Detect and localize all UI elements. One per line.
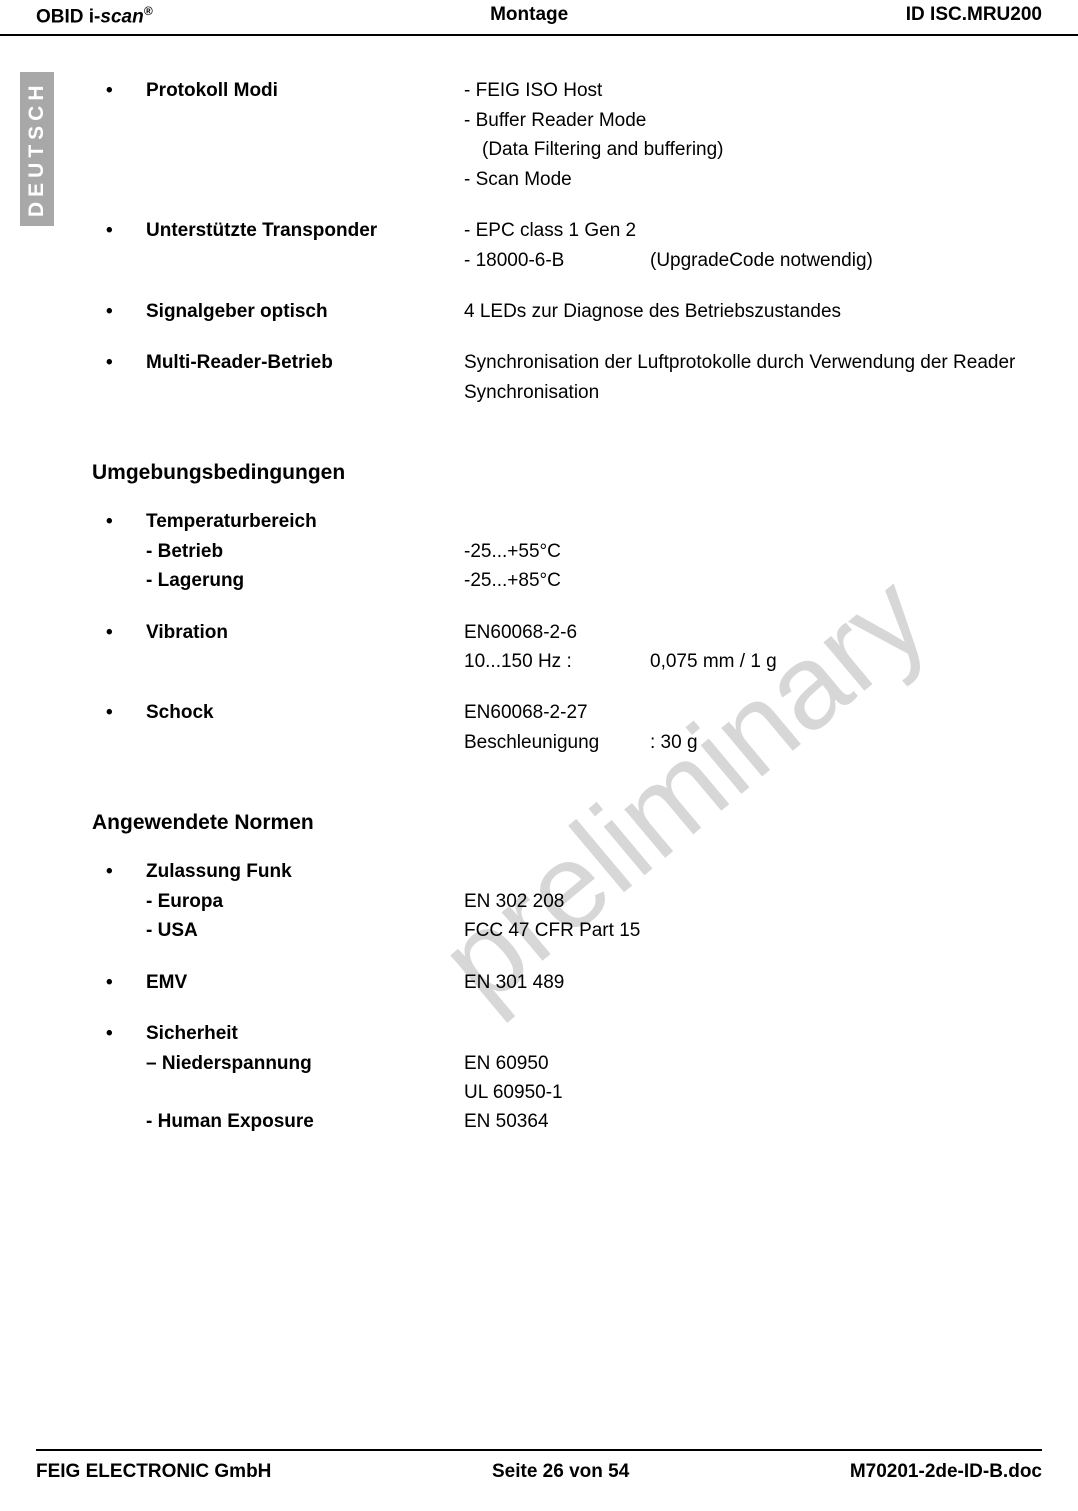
spec-line: EN60068-2-6 xyxy=(464,618,1042,647)
spec-label: Temperaturbereich - Betrieb - Lagerung xyxy=(146,507,464,595)
spec-line: -25...+55°C xyxy=(464,537,1042,566)
spec-value: -25...+55°C -25...+85°C xyxy=(464,507,1042,595)
spec-main-label: Sicherheit xyxy=(146,1019,464,1048)
spec-signalgeber: Signalgeber optisch 4 LEDs zur Diagnose … xyxy=(92,297,1042,326)
spec-line: - EPC class 1 Gen 2 xyxy=(464,216,650,245)
spec-label: Multi-Reader-Betrieb xyxy=(146,348,464,407)
spec-value: EN60068-2-6 10...150 Hz :0,075 mm / 1 g xyxy=(464,618,1042,677)
page-header: OBID i-scan® Montage ID ISC.MRU200 xyxy=(0,0,1078,36)
spec-line: - Scan Mode xyxy=(464,165,1042,194)
reg-mark: ® xyxy=(144,4,153,18)
spec-list-2: Temperaturbereich - Betrieb - Lagerung -… xyxy=(92,507,1042,757)
spec-value: 4 LEDs zur Diagnose des Betriebszustande… xyxy=(464,297,1042,326)
header-center: Montage xyxy=(490,4,568,28)
product-scan: scan xyxy=(100,6,143,27)
spec-value: EN 301 489 xyxy=(464,968,1042,997)
spec-line: EN 50364 xyxy=(464,1107,1042,1136)
footer-company: FEIG ELECTRONIC GmbH xyxy=(36,1461,271,1483)
spec-zulassung: Zulassung Funk - Europa - USA EN 302 208… xyxy=(92,857,1042,945)
spec-protokoll: Protokoll Modi - FEIG ISO Host - Buffer … xyxy=(92,76,1042,194)
spec-note: (UpgradeCode notwendig) xyxy=(650,246,873,275)
header-right: ID ISC.MRU200 xyxy=(906,4,1042,28)
spec-list-1: Protokoll Modi - FEIG ISO Host - Buffer … xyxy=(92,76,1042,407)
spec-label: Sicherheit – Niederspannung - Human Expo… xyxy=(146,1019,464,1137)
content-area: Protokoll Modi - FEIG ISO Host - Buffer … xyxy=(0,36,1078,1137)
spec-value: - EPC class 1 Gen 2 - 18000-6-B(UpgradeC… xyxy=(464,216,1042,275)
spec-label: Vibration xyxy=(146,618,464,677)
spec-emv: EMV EN 301 489 xyxy=(92,968,1042,997)
spec-line: - FEIG ISO Host xyxy=(464,76,1042,105)
spec-line: 0,075 mm / 1 g xyxy=(650,647,777,676)
spec-vibration: Vibration EN60068-2-6 10...150 Hz :0,075… xyxy=(92,618,1042,677)
spec-label: Schock xyxy=(146,698,464,757)
spec-sub-label: - Betrieb xyxy=(146,537,464,566)
spec-label: EMV xyxy=(146,968,464,997)
spec-line: - 18000-6-B xyxy=(464,246,650,275)
spec-line: FCC 47 CFR Part 15 xyxy=(464,916,1042,945)
spec-line-indent: (Data Filtering and buffering) xyxy=(464,135,1042,164)
spec-sub-label: - Lagerung xyxy=(146,566,464,595)
spec-temperatur: Temperaturbereich - Betrieb - Lagerung -… xyxy=(92,507,1042,595)
footer-doc: M70201-2de-ID-B.doc xyxy=(850,1461,1042,1483)
spec-label: Zulassung Funk - Europa - USA xyxy=(146,857,464,945)
section-title-normen: Angewendete Normen xyxy=(92,811,1042,835)
spec-schock: Schock EN60068-2-27 Beschleunigung: 30 g xyxy=(92,698,1042,757)
spec-value: Synchronisation der Luftprotokolle durch… xyxy=(464,348,1042,407)
spec-line: -25...+85°C xyxy=(464,566,1042,595)
spec-line: EN 60950 xyxy=(464,1049,1042,1078)
spec-sub-label: - Human Exposure xyxy=(146,1107,464,1136)
spec-label: Signalgeber optisch xyxy=(146,297,464,326)
spec-label: Protokoll Modi xyxy=(146,76,464,194)
spec-line: EN 302 208 xyxy=(464,887,1042,916)
footer-page: Seite 26 von 54 xyxy=(492,1461,629,1483)
spec-multireader: Multi-Reader-Betrieb Synchronisation der… xyxy=(92,348,1042,407)
spec-line: UL 60950-1 xyxy=(464,1078,1042,1107)
spec-value: EN 302 208 FCC 47 CFR Part 15 xyxy=(464,857,1042,945)
spec-list-3: Zulassung Funk - Europa - USA EN 302 208… xyxy=(92,857,1042,1137)
spec-value: EN60068-2-27 Beschleunigung: 30 g xyxy=(464,698,1042,757)
spec-main-label: Zulassung Funk xyxy=(146,857,464,886)
spec-value: EN 60950 UL 60950-1 EN 50364 xyxy=(464,1019,1042,1137)
spec-value: - FEIG ISO Host - Buffer Reader Mode (Da… xyxy=(464,76,1042,194)
spec-label: Unterstützte Transponder xyxy=(146,216,464,275)
section-title-umgebung: Umgebungsbedingungen xyxy=(92,461,1042,485)
page-footer: FEIG ELECTRONIC GmbH Seite 26 von 54 M70… xyxy=(36,1449,1042,1483)
spec-sub-label: - USA xyxy=(146,916,464,945)
spec-line: : 30 g xyxy=(650,728,698,757)
spec-main-label: Temperaturbereich xyxy=(146,507,464,536)
spec-line: EN60068-2-27 xyxy=(464,698,1042,727)
spec-line: - Buffer Reader Mode xyxy=(464,106,1042,135)
spec-sub-label xyxy=(146,1078,464,1107)
spec-line: 10...150 Hz : xyxy=(464,647,650,676)
spec-sub-label: – Niederspannung xyxy=(146,1049,464,1078)
header-product: OBID i-scan® xyxy=(36,4,153,28)
spec-sub-label: - Europa xyxy=(146,887,464,916)
product-prefix: OBID i- xyxy=(36,6,100,27)
spec-line: Beschleunigung xyxy=(464,728,650,757)
spec-transponder: Unterstützte Transponder - EPC class 1 G… xyxy=(92,216,1042,275)
spec-sicherheit: Sicherheit – Niederspannung - Human Expo… xyxy=(92,1019,1042,1137)
